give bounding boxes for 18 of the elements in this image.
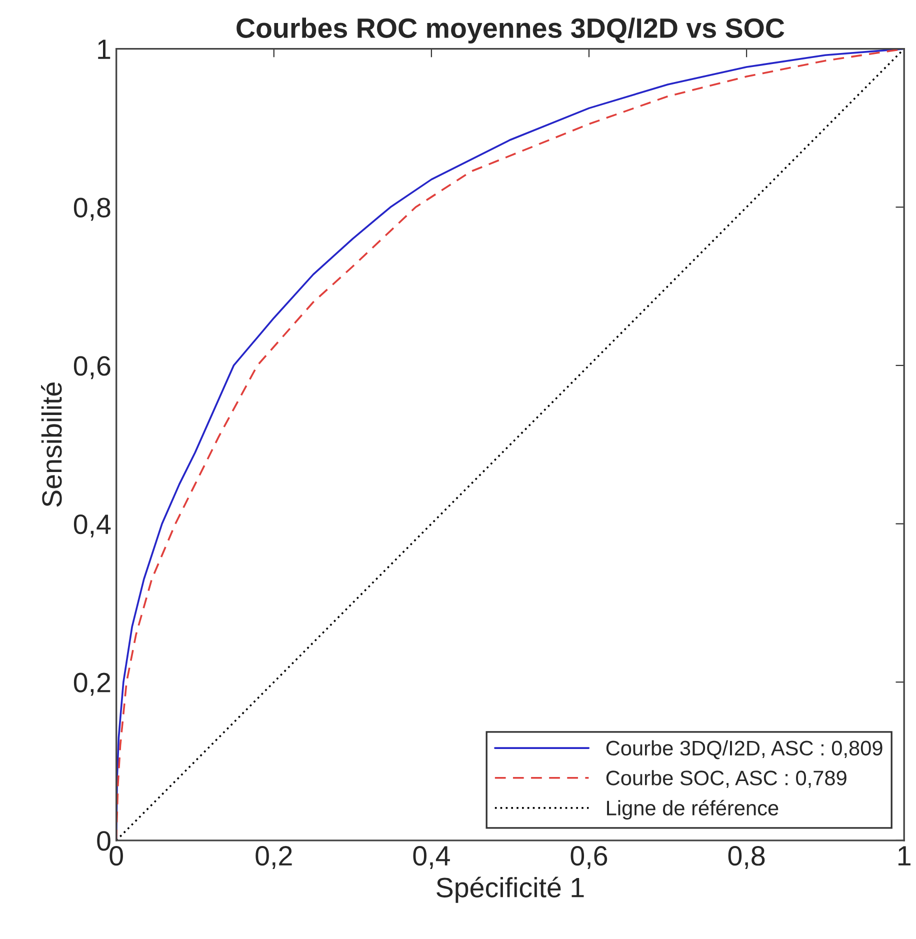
x-tick-label: 1: [898, 846, 910, 866]
x-tick-label: 0,2: [256, 846, 292, 869]
legend-label: Courbe 3DQ/I2D, ASC : 0,809: [606, 740, 882, 760]
line-series: [116, 48, 904, 840]
legend-label: Ligne de référence: [607, 800, 778, 820]
y-tick-label: 0: [97, 831, 110, 851]
y-tick-label: 0,8: [74, 198, 110, 221]
y-tick-label: 0,4: [74, 514, 111, 538]
x-tick-label: 0,4: [413, 846, 450, 869]
x-tick-label: 0,8: [728, 846, 765, 869]
x-tick-label: 0,6: [570, 846, 608, 869]
y-tick-label: 0,2: [74, 672, 110, 696]
chart-title: Courbes ROC moyennes 3DQ/I2D vs SOC: [236, 18, 784, 44]
y-axis-title: Sensibilité: [41, 382, 62, 507]
x-axis-title: Spécificité 1: [436, 876, 584, 903]
legend-label: Courbe SOC, ASC : 0,789: [606, 770, 846, 788]
y-tick-label: 0,6: [74, 356, 110, 380]
y-tick-label: 1: [98, 40, 110, 59]
